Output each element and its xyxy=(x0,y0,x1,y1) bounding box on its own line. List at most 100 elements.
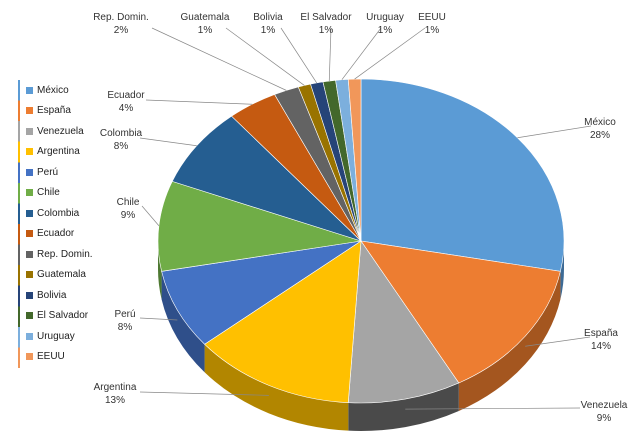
pie-slice-4 xyxy=(204,240,362,403)
data-label-value-14: 1% xyxy=(425,25,440,36)
pie-side-4 xyxy=(204,344,349,431)
legend-swatch-13 xyxy=(26,332,33,340)
data-label-name-10: Guatemala xyxy=(181,12,230,23)
legend-item-7: Colombia xyxy=(18,203,96,224)
pie-side-5 xyxy=(161,271,205,373)
legend-label-6: Chile xyxy=(37,187,60,199)
pie-slice-2 xyxy=(360,240,561,384)
data-label-name-12: El Salvador xyxy=(300,12,352,23)
data-label-value-3: 9% xyxy=(597,413,612,424)
legend-item-4: Argentina xyxy=(18,142,96,163)
legend-label-7: Colombia xyxy=(37,207,80,219)
legend-item-5: Perú xyxy=(18,162,96,183)
legend-label-1: México xyxy=(37,84,69,96)
leader-line-9 xyxy=(151,27,287,91)
leader-line-7 xyxy=(139,137,197,147)
legend-label-10: Guatemala xyxy=(37,269,86,281)
legend-label-9: Rep. Domin. xyxy=(37,248,93,260)
leader-line-2 xyxy=(525,336,591,347)
data-label-value-4: 13% xyxy=(105,395,125,406)
data-label-name-13: Uruguay xyxy=(366,12,404,23)
leader-line-10 xyxy=(225,27,305,86)
leader-line-12 xyxy=(328,27,332,82)
legend-label-5: Perú xyxy=(37,166,59,178)
legend-item-3: Venezuela xyxy=(18,121,96,142)
legend-label-12: El Salvador xyxy=(37,310,89,322)
data-label-value-13: 1% xyxy=(378,25,393,36)
leader-line-4 xyxy=(139,391,269,396)
data-label-name-3: Venezuela xyxy=(581,400,628,411)
legend-swatch-1 xyxy=(26,86,33,94)
legend-swatch-7 xyxy=(26,209,33,217)
legend-item-1: México xyxy=(18,80,96,101)
legend-swatch-11 xyxy=(26,291,33,299)
data-label-name-6: Chile xyxy=(117,197,140,208)
legend-label-3: Venezuela xyxy=(37,125,84,137)
legend-item-9: Rep. Domin. xyxy=(18,244,96,265)
legend-swatch-3 xyxy=(26,127,33,135)
pie-side-layer xyxy=(158,241,565,431)
data-label-value-2: 14% xyxy=(591,341,611,352)
legend-label-13: Uruguay xyxy=(37,330,75,342)
legend-color-bar xyxy=(18,80,20,368)
legend-swatch-12 xyxy=(26,312,33,320)
legend-item-14: EEUU xyxy=(18,347,96,368)
leader-line-8 xyxy=(145,99,253,105)
legend-swatch-14 xyxy=(26,353,33,361)
legend-item-10: Guatemala xyxy=(18,265,96,286)
legend-label-11: Bolivia xyxy=(37,289,67,301)
data-label-name-5: Perú xyxy=(114,309,135,320)
leader-line-6 xyxy=(141,205,160,226)
data-label-value-12: 1% xyxy=(319,25,334,36)
pie-slice-7 xyxy=(171,115,362,242)
legend-swatch-9 xyxy=(26,250,33,258)
pie-side-3 xyxy=(348,382,459,431)
legend-swatch-8 xyxy=(26,230,33,238)
chart-legend: México España Venezuela Argentina Perú Chile C… xyxy=(18,80,96,368)
legend-swatch-6 xyxy=(26,189,33,197)
data-label-value-1: 28% xyxy=(590,130,610,141)
pie-side-1 xyxy=(560,241,565,300)
pie-slice-3 xyxy=(347,240,460,404)
legend-item-2: España xyxy=(18,101,96,122)
pie-slice-5 xyxy=(161,240,362,345)
pie-side-6 xyxy=(158,241,162,300)
data-label-name-2: España xyxy=(584,328,618,339)
pie-slice-1 xyxy=(360,78,565,272)
data-label-value-10: 1% xyxy=(198,25,213,36)
data-label-name-1: México xyxy=(584,117,616,128)
leader-line-14 xyxy=(354,27,426,80)
leader-line-1 xyxy=(517,125,592,139)
data-label-value-6: 9% xyxy=(121,210,136,221)
data-label-value-8: 4% xyxy=(119,103,134,114)
pie-label-layer: México 28% España 14% Venezuela 9% Argentina 13… xyxy=(93,12,628,424)
data-label-name-14: EEUU xyxy=(418,12,446,23)
legend-item-12: El Salvador xyxy=(18,306,96,327)
legend-swatch-10 xyxy=(26,271,33,279)
legend-item-11: Bolivia xyxy=(18,285,96,306)
legend-label-4: Argentina xyxy=(37,146,80,158)
legend-label-2: España xyxy=(37,105,71,117)
data-label-value-7: 8% xyxy=(114,141,129,152)
data-label-name-7: Colombia xyxy=(100,128,143,139)
data-label-name-4: Argentina xyxy=(94,382,137,393)
data-label-value-9: 2% xyxy=(114,25,129,36)
legend-item-6: Chile xyxy=(18,183,96,204)
legend-swatch-5 xyxy=(26,168,33,176)
legend-item-8: Ecuador xyxy=(18,224,96,245)
legend-swatch-4 xyxy=(26,148,33,156)
pie-slice-6 xyxy=(157,181,362,272)
pie-side-2 xyxy=(458,271,561,411)
leader-line-3 xyxy=(405,407,581,410)
data-label-name-8: Ecuador xyxy=(107,90,145,101)
data-label-name-11: Bolivia xyxy=(253,12,283,23)
leader-line-13 xyxy=(341,27,382,80)
legend-label-14: EEUU xyxy=(37,351,65,363)
data-label-value-11: 1% xyxy=(261,25,276,36)
data-label-value-5: 8% xyxy=(118,322,133,333)
leader-line-5 xyxy=(139,317,178,321)
leader-line-11 xyxy=(280,27,318,84)
legend-swatch-2 xyxy=(26,107,33,115)
pie-top-layer xyxy=(157,78,565,404)
